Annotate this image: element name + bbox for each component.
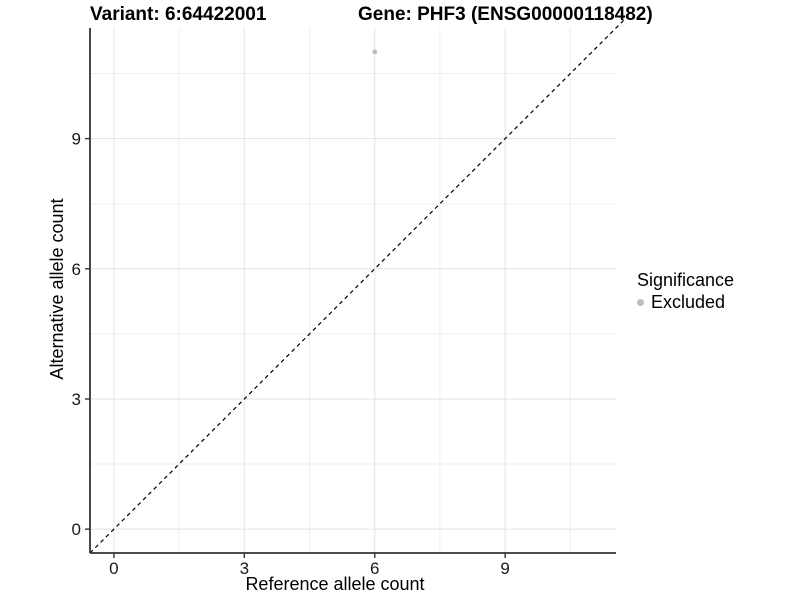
data-point <box>372 49 378 55</box>
scatter-plot-canvas: 0 3 6 9 0 3 6 9 <box>72 18 626 578</box>
x-tick-label: 3 <box>240 559 249 578</box>
y-tick-label: 0 <box>72 520 81 539</box>
legend: Significance Excluded <box>637 270 734 313</box>
y-axis-title: Alternative allele count <box>47 198 67 380</box>
x-axis-title: Reference allele count <box>245 574 425 594</box>
plot-panel: 0 3 6 9 0 3 6 9 <box>72 18 626 578</box>
legend-key-dot-icon <box>637 299 644 306</box>
y-tick-label: 9 <box>72 130 81 149</box>
plot-title-gene: Gene: PHF3 (ENSG00000118482) <box>358 4 653 25</box>
x-tick-label: 0 <box>109 559 118 578</box>
identity-dashed-line <box>89 18 626 554</box>
x-tick-label: 6 <box>370 559 379 578</box>
x-tick-label: 9 <box>500 559 509 578</box>
y-tick-label: 3 <box>72 390 81 409</box>
legend-item-label: Excluded <box>651 292 726 312</box>
legend-title: Significance <box>637 270 735 290</box>
plot-title-variant: Variant: 6:64422001 <box>90 4 267 25</box>
legend-item-excluded: Excluded <box>637 292 734 313</box>
y-tick-label: 6 <box>72 260 81 279</box>
